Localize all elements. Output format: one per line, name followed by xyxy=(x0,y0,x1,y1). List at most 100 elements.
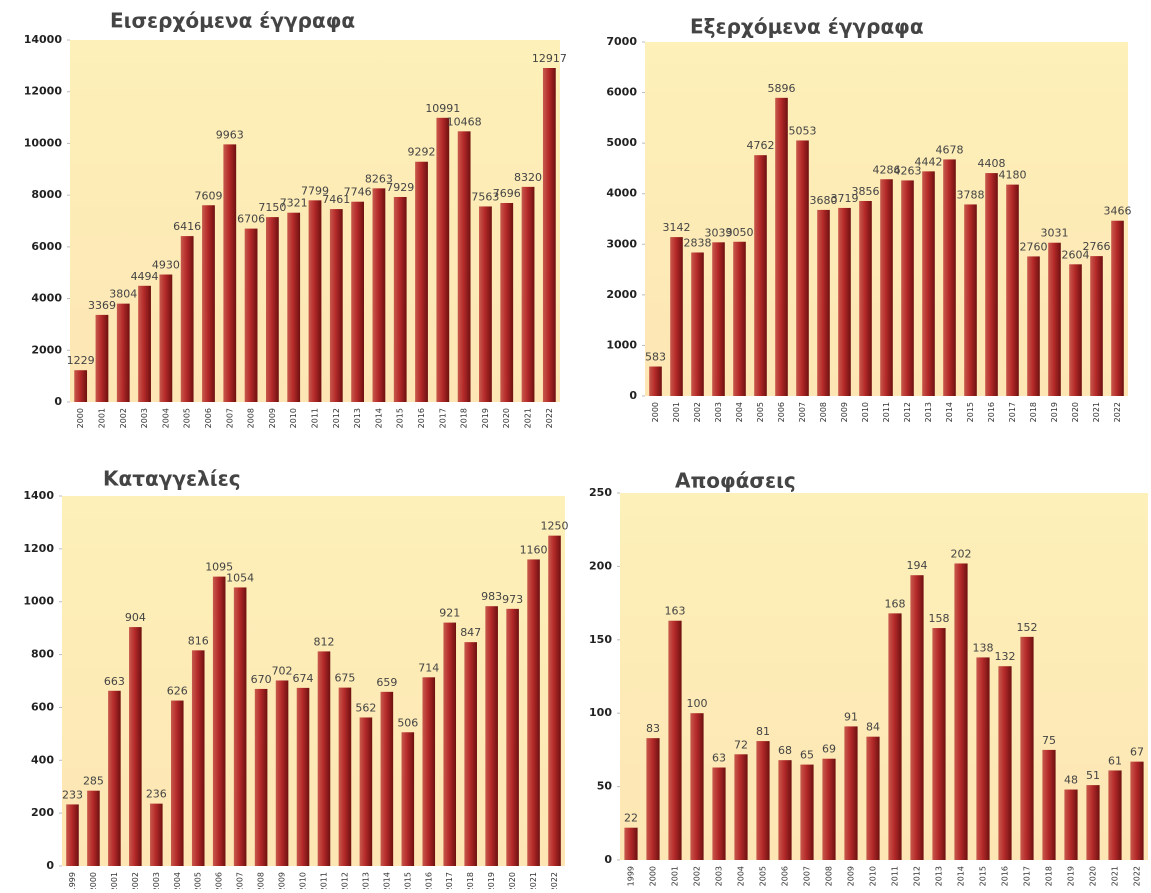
data-label: 4263 xyxy=(894,164,922,177)
data-label: 812 xyxy=(313,635,334,648)
x-tick-label: 2000 xyxy=(76,408,85,428)
x-tick-label: 2010 xyxy=(299,872,308,889)
y-tick-label: 12000 xyxy=(24,85,63,98)
y-tick-label: 150 xyxy=(589,633,612,646)
x-tick-label: 2019 xyxy=(487,872,496,889)
data-label: 675 xyxy=(334,672,355,685)
data-label: 4180 xyxy=(999,169,1027,182)
x-tick-label: 2022 xyxy=(550,872,559,889)
x-tick-label: 2016 xyxy=(1001,866,1010,886)
x-tick-label: 2017 xyxy=(1023,866,1032,886)
chart: Εισερχόμενα έγγραφα 0 2000 4000 6000 8000 1000… xyxy=(24,9,567,429)
data-label: 236 xyxy=(146,788,167,801)
x-tick-label: 2020 xyxy=(508,872,517,889)
x-tick-label: 2002 xyxy=(119,408,128,428)
bar xyxy=(527,559,540,866)
bar xyxy=(359,717,373,866)
data-label: 7321 xyxy=(280,197,308,210)
data-label: 12917 xyxy=(532,52,567,65)
bar xyxy=(275,680,289,866)
data-label: 2838 xyxy=(684,236,712,249)
bar xyxy=(443,622,457,866)
y-tick-label: 200 xyxy=(589,559,612,572)
x-tick-label: 2003 xyxy=(715,866,724,886)
x-tick-label: 2009 xyxy=(278,872,287,889)
bar xyxy=(800,764,814,860)
data-label: 3804 xyxy=(109,288,137,301)
data-label: 7746 xyxy=(344,186,372,199)
bar xyxy=(1111,220,1124,396)
bar xyxy=(254,688,268,866)
x-tick-label: 2021 xyxy=(1092,402,1101,422)
data-label: 69 xyxy=(822,743,836,756)
x-tick-label: 2022 xyxy=(545,408,554,428)
data-label: 4678 xyxy=(936,143,964,156)
bar xyxy=(479,206,492,402)
data-label: 674 xyxy=(293,672,314,685)
y-tick-label: 600 xyxy=(31,700,54,713)
x-tick-label: 2005 xyxy=(183,408,192,428)
data-label: 72 xyxy=(734,738,748,751)
data-label: 8320 xyxy=(514,171,542,184)
bar xyxy=(690,713,704,860)
x-tick-label: 2013 xyxy=(361,872,370,889)
x-tick-label: 2007 xyxy=(236,872,245,889)
data-label: 4442 xyxy=(915,155,943,168)
bar xyxy=(691,252,704,396)
x-tick-label: 2005 xyxy=(194,872,203,889)
data-label: 7563 xyxy=(471,190,499,203)
bar xyxy=(866,736,880,860)
bar xyxy=(943,159,956,396)
x-tick-label: 2001 xyxy=(672,402,681,422)
data-label: 100 xyxy=(687,697,708,710)
chart-title: Εισερχόμενα έγγραφα xyxy=(110,9,355,33)
bar xyxy=(1027,256,1040,396)
data-label: 68 xyxy=(778,744,792,757)
bar xyxy=(901,180,914,396)
x-tick-label: 2016 xyxy=(417,408,426,428)
bar xyxy=(976,657,990,860)
y-tick-label: 1200 xyxy=(23,542,54,555)
bar xyxy=(668,620,682,860)
data-label: 3050 xyxy=(726,226,754,239)
x-tick-label: 2000 xyxy=(89,872,98,889)
data-label: 4930 xyxy=(152,259,180,272)
data-label: 7929 xyxy=(386,181,414,194)
x-tick-label: 2019 xyxy=(1050,402,1059,422)
data-label: 3039 xyxy=(705,226,733,239)
x-tick-label: 2003 xyxy=(152,872,161,889)
bar xyxy=(838,207,851,396)
data-label: 138 xyxy=(973,641,994,654)
x-tick-label: 2008 xyxy=(819,402,828,422)
data-label: 3142 xyxy=(663,221,691,234)
bar xyxy=(880,179,893,396)
data-label: 84 xyxy=(866,721,880,734)
bar xyxy=(170,700,184,866)
bar xyxy=(844,726,858,860)
x-tick-label: 2013 xyxy=(353,408,362,428)
bar xyxy=(1042,749,1056,860)
x-tick-label: 2002 xyxy=(693,402,702,422)
x-tick-label: 2011 xyxy=(882,402,891,422)
y-tick-label: 200 xyxy=(31,806,54,819)
data-label: 3680 xyxy=(810,194,838,207)
bar xyxy=(1090,256,1103,396)
x-tick-label: 2018 xyxy=(460,408,469,428)
x-tick-label: 2010 xyxy=(861,402,870,422)
data-label: 83 xyxy=(646,722,660,735)
x-tick-label: 2020 xyxy=(1089,866,1098,886)
bar xyxy=(734,754,748,860)
data-label: 3856 xyxy=(852,185,880,198)
bar xyxy=(754,155,767,396)
bar xyxy=(756,741,770,860)
x-tick-label: 2006 xyxy=(781,866,790,886)
x-tick-label: 2015 xyxy=(979,866,988,886)
x-tick-label: 2012 xyxy=(332,408,341,428)
x-tick-label: 2001 xyxy=(671,866,680,886)
bar xyxy=(1020,636,1034,860)
bar xyxy=(191,650,205,866)
x-tick-label: 2007 xyxy=(798,402,807,422)
bar xyxy=(317,651,331,866)
x-tick-label: 2017 xyxy=(445,872,454,889)
data-label: 6416 xyxy=(173,220,201,233)
